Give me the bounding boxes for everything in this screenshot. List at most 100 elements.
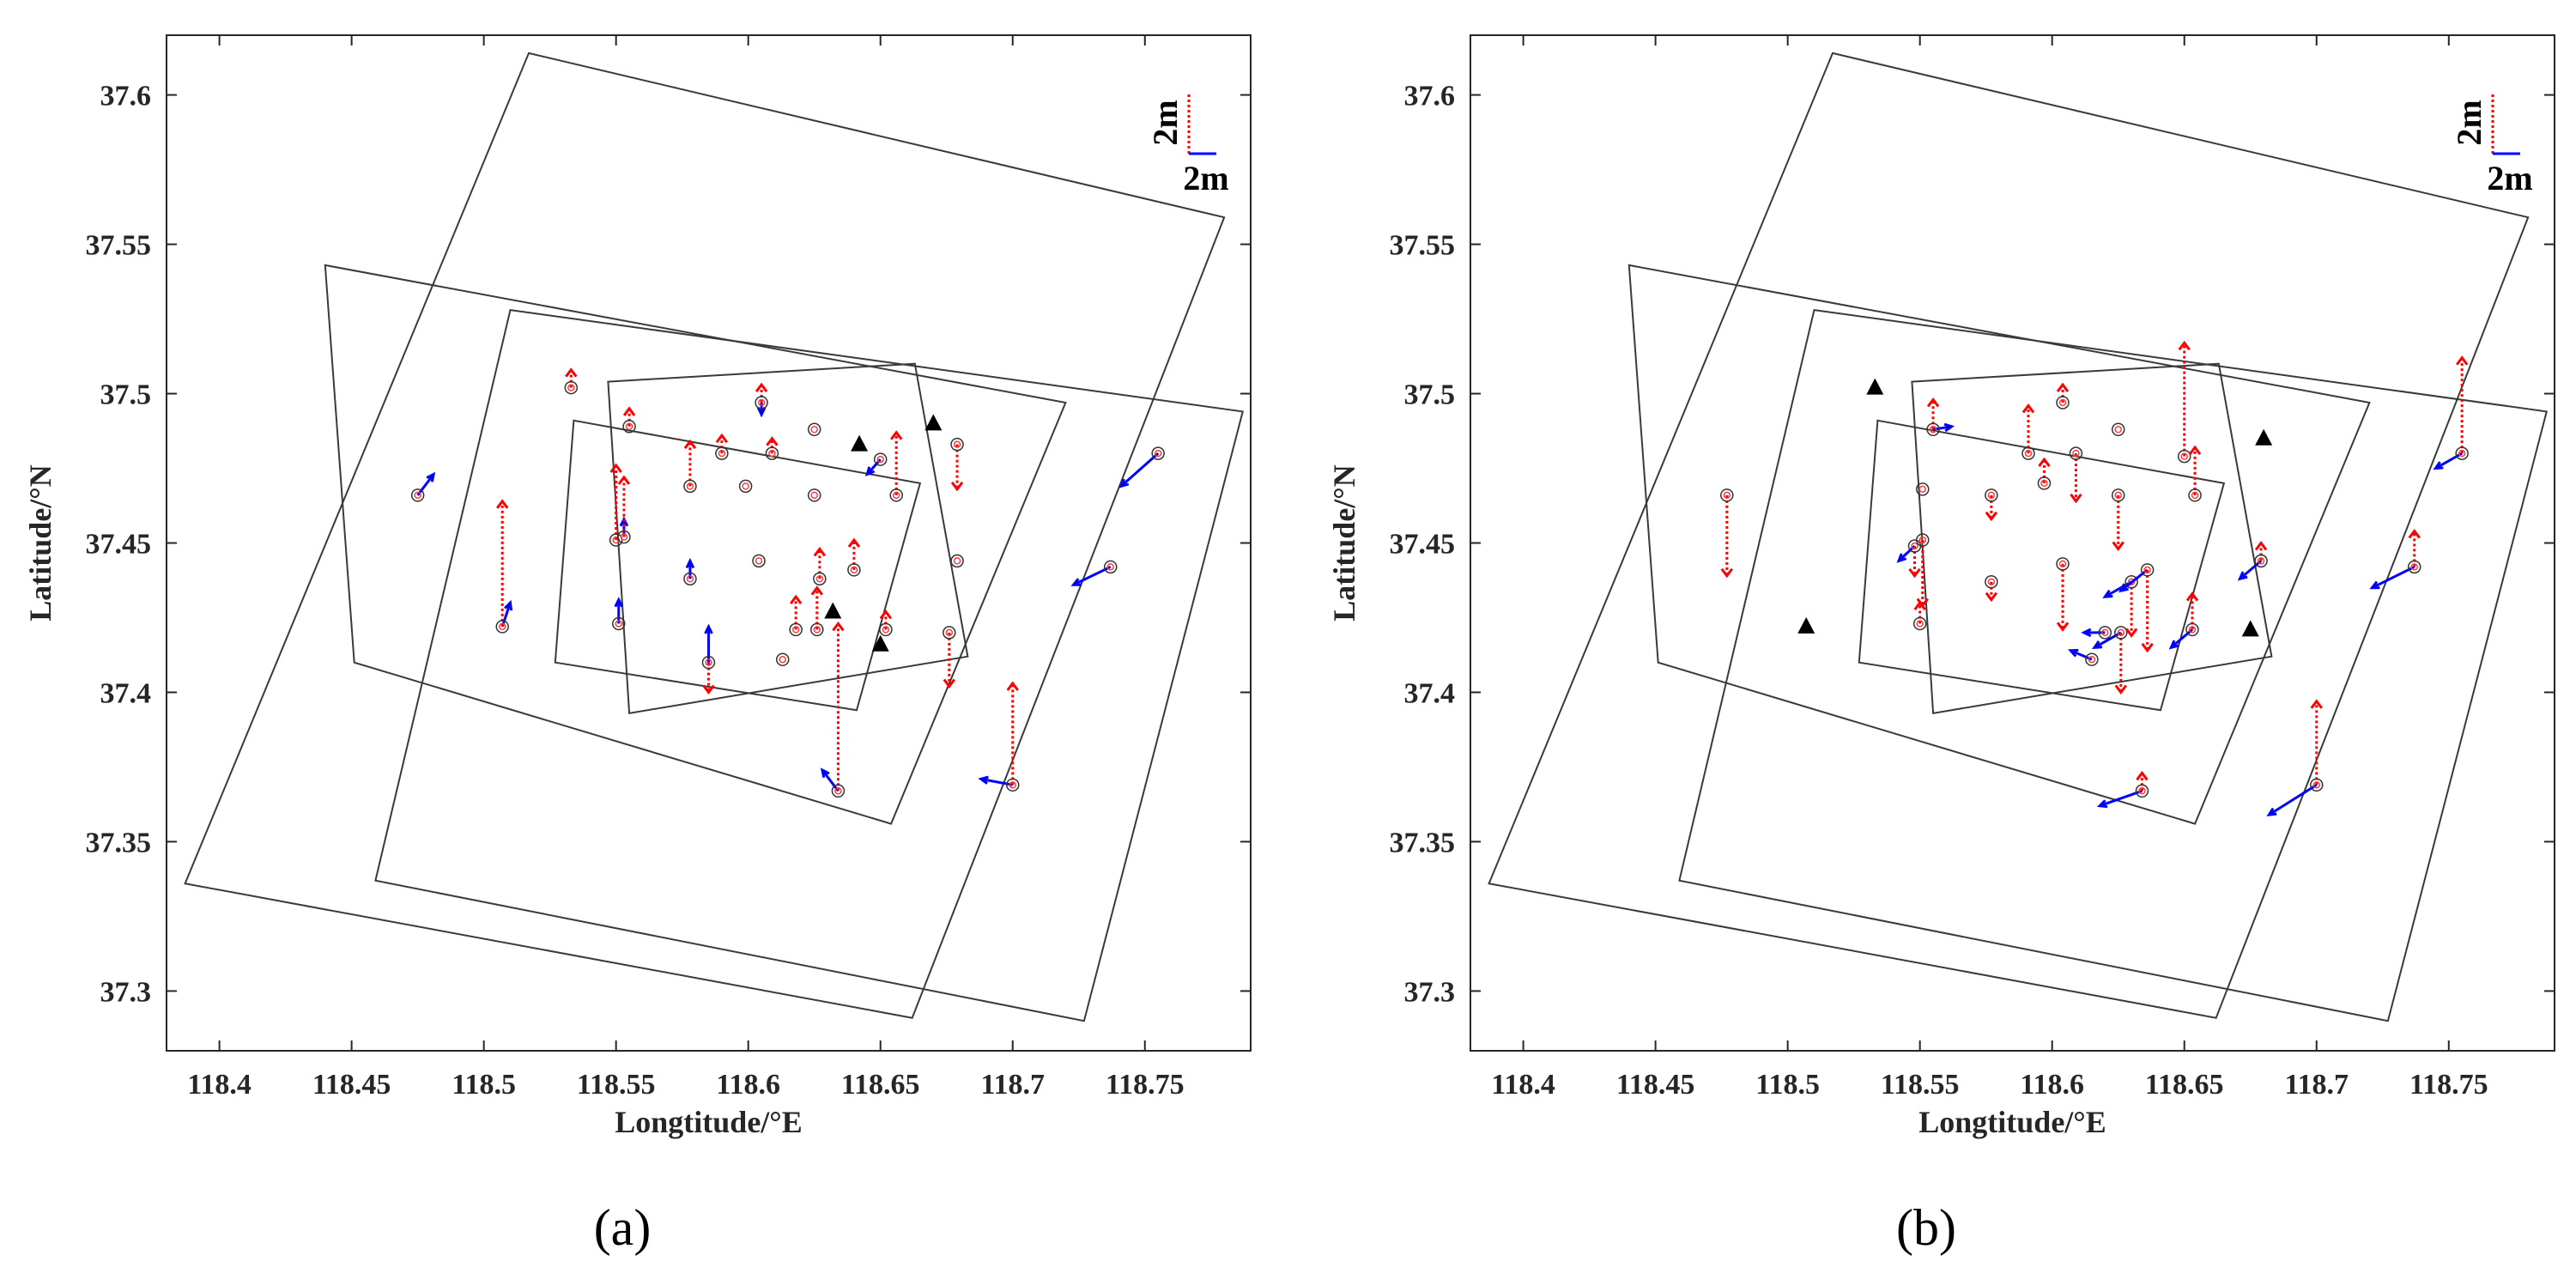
horizontal-vector-head [2118,583,2129,593]
horizontal-vector-head [614,597,624,608]
y-tick-label: 37.4 [100,677,152,709]
legend-horizontal-label: 2m [1183,159,1228,197]
horizontal-vector-head [978,775,989,785]
station-center [2257,557,2265,565]
station-center [791,626,800,634]
y-axis-label: Latitude/°N [23,464,58,621]
station-marker [765,446,779,460]
y-tick-label: 37.6 [1404,81,1456,112]
plot-area [1488,52,2549,1022]
y-tick-label: 37.45 [86,529,152,561]
vertical-vector-head [789,594,803,605]
vertical-vector-head [2070,493,2082,504]
vertical-vector-head [1985,511,1998,522]
station-marker [622,420,636,434]
station-marker [1912,616,1927,631]
station-center [1918,536,1927,544]
station-marker [617,530,631,544]
station-marker [701,655,716,670]
small-frame-2 [1911,362,2273,714]
vertical-vector-head [2141,642,2154,653]
station-center [2458,449,2466,458]
horizontal-displacement-vector [2070,649,2093,661]
x-tick-label: 118.6 [2020,1069,2084,1101]
x-tick-label: 118.6 [716,1069,780,1101]
large-frame-2 [1627,264,2371,825]
y-tick-label: 37.3 [100,976,152,1008]
x-axis-label: Longtitude/°E [1918,1105,2106,1139]
horizontal-vector-head [2102,589,2113,598]
station-center [757,398,766,407]
station-marker [1985,488,1998,502]
vertical-vector-head [1908,567,1921,579]
station-marker [889,488,903,502]
vertical-vector-head [1720,567,1734,579]
station-marker [776,652,790,666]
panel-b: 118.4 118.45 118.5 118.55 118.6 118.65 118.7 11… [1327,34,2555,1139]
station-center [2040,479,2048,488]
horizontal-vector-head [704,623,713,634]
station-center [953,440,961,448]
station-marker [2188,488,2202,502]
vertical-vector-head [2021,403,2035,414]
station-center [1106,563,1114,571]
station-center [876,455,884,464]
station-center [813,626,821,634]
station-marker [755,396,768,409]
station-center [810,491,818,500]
x-tick-label: 118.7 [2284,1069,2349,1101]
station-marker [807,422,821,437]
station-center [567,384,575,391]
y-tick-label: 37.5 [100,379,152,411]
station-center [850,566,858,574]
station-center [2088,655,2096,664]
axes-box [166,34,1252,1052]
horizontal-vector-head [2096,799,2108,809]
station-center [1987,491,1996,500]
station-center [2191,491,2199,500]
station-marker [813,572,827,586]
horizontal-vector-head [1943,422,1955,433]
small-frame-2 [607,362,969,714]
station-marker [831,784,846,798]
triangle-marker [1797,616,1815,634]
station-marker [2310,778,2324,792]
station-center [1723,491,1731,500]
station-marker [2124,574,2138,589]
station-center [2114,426,2122,434]
station-center [2058,398,2067,407]
x-tick-label: 118.55 [577,1069,656,1101]
x-tick-label: 118.75 [2409,1069,2488,1101]
station-marker [2114,626,2128,640]
vertical-vector-head [617,475,631,485]
station-center [2138,787,2146,795]
x-tick-label: 118.4 [187,1069,252,1101]
y-axis-label: Latitude/°N [1327,464,1361,621]
legend-vertical-label: 2m [1146,100,1185,145]
horizontal-vector-head [685,557,695,569]
station-marker [2069,446,2083,460]
vertical-vector-head [832,621,845,632]
station-marker [1151,446,1165,460]
vertical-vector-head [2310,699,2323,709]
panel-label-a: (a) [594,1199,652,1256]
vertical-vector-head [609,463,622,473]
vertical-vector-head [2124,628,2138,638]
station-center [2114,491,2122,500]
y-tick-label: 37.5 [1404,379,1456,411]
vertical-vector-head [1006,681,1019,691]
triangle-marker [824,602,842,619]
x-tick-label: 118.75 [1106,1069,1185,1101]
station-marker [2407,560,2421,574]
station-center [2101,628,2109,637]
horizontal-vector-head [2068,648,2079,658]
vertical-vector-head [715,433,729,444]
station-center [892,491,900,500]
horizontal-vector-head [2369,580,2380,590]
large-frame-3 [1678,308,2549,1022]
horizontal-vector-head [865,466,876,477]
horizontal-displacement-vector [1120,452,1160,488]
x-tick-label: 118.65 [2145,1069,2224,1101]
station-center [2143,566,2151,574]
station-center [1918,485,1927,494]
